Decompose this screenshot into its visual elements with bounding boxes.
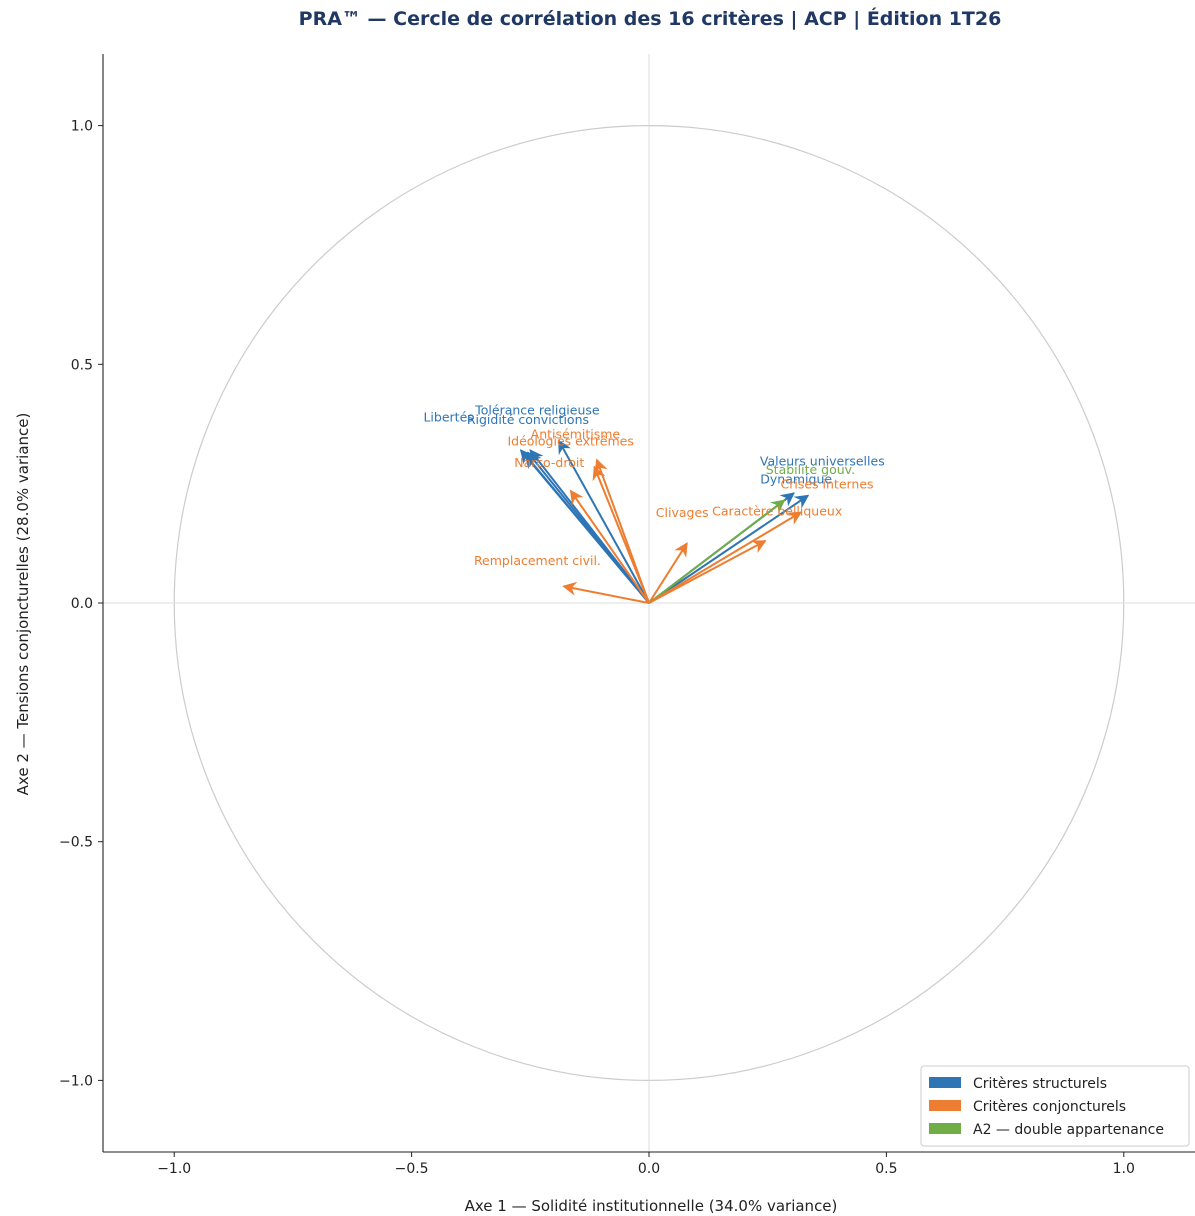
vector-label: Tolérance religieuse xyxy=(474,402,600,417)
legend-box xyxy=(920,1065,1190,1147)
vector-arrow xyxy=(648,499,786,604)
x-tick-label: 1.0 xyxy=(1113,1161,1135,1177)
legend-label: Critères structurels xyxy=(973,1076,1107,1092)
y-tick-label: 0.5 xyxy=(71,357,93,373)
y-axis-label: Axe 2 — Tensions conjoncturelles (28.0% … xyxy=(14,413,32,796)
vector-arrow xyxy=(557,439,650,604)
vector-arrow xyxy=(569,489,650,604)
vector-label: Remplacement civil. xyxy=(474,553,601,568)
vector-arrow xyxy=(524,453,650,604)
vector-label: Dynamique xyxy=(760,472,832,487)
legend-swatch xyxy=(929,1100,961,1111)
x-tick-label: 0.5 xyxy=(875,1161,897,1177)
vector-arrow xyxy=(562,581,650,604)
y-tick-label: −1.0 xyxy=(59,1073,93,1089)
vector-label: Crises internes xyxy=(781,476,874,491)
vector-label: Antisémitisme xyxy=(531,426,621,441)
chart-title: PRA™ — Cercle de corrélation des 16 crit… xyxy=(298,8,1002,30)
x-axis-label: Axe 1 — Solidité institutionnelle (34.0%… xyxy=(465,1197,838,1215)
y-tick-label: −0.5 xyxy=(59,835,93,851)
legend-label: A2 — double appartenance xyxy=(973,1122,1164,1138)
vector-label: Valeurs universelles xyxy=(760,454,885,469)
y-tick-label: 0.0 xyxy=(71,596,93,612)
vector-label: Idéologies extrêmes xyxy=(507,433,633,448)
vector-label: Rigidité convictions xyxy=(467,412,589,427)
vector-label: Clivages xyxy=(656,505,709,520)
x-tick-label: −0.5 xyxy=(395,1161,429,1177)
vector-label: Narco-droit xyxy=(514,455,584,470)
y-tick-label: 1.0 xyxy=(71,119,93,135)
legend-label: Critères conjoncturels xyxy=(973,1099,1126,1115)
vector-arrow xyxy=(648,540,767,604)
vector-arrow xyxy=(648,542,688,604)
vector-arrow xyxy=(529,449,650,604)
vector-arrow xyxy=(592,465,650,604)
vector-label: Caractère belliqueux xyxy=(712,504,842,519)
vector-arrow xyxy=(648,511,803,604)
legend-swatch xyxy=(929,1123,961,1134)
x-tick-label: −1.0 xyxy=(157,1161,191,1177)
vector-label: Stabilité gouv. xyxy=(766,462,855,477)
vector-label: Libertés xyxy=(423,410,473,425)
legend-swatch xyxy=(929,1077,961,1088)
x-tick-label: 0.0 xyxy=(638,1161,660,1177)
